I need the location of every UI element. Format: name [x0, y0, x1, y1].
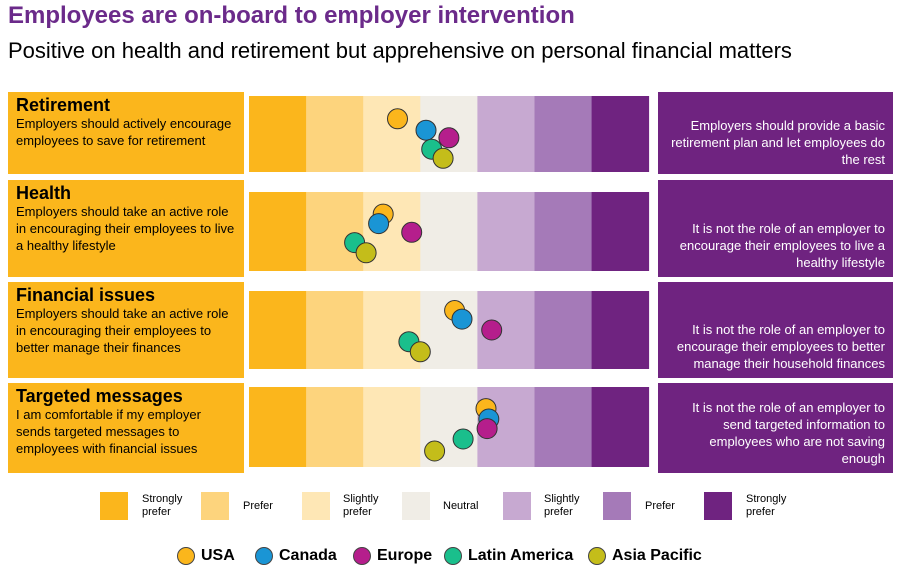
scale-band	[477, 192, 535, 271]
right-statement-text: It is not the role of an employer to enc…	[679, 221, 885, 270]
legend-dot-latin-america	[444, 547, 462, 565]
left-statement-text: Employers should take an active role in …	[16, 204, 235, 253]
legend-swatch-slightly-prefer-right	[503, 492, 531, 520]
legend-dot-canada	[255, 547, 273, 565]
legend-swatch-strongly-prefer-right	[704, 492, 732, 520]
legend-swatch-slightly-prefer-left	[302, 492, 330, 520]
legend-region-asia-pacific: Asia Pacific	[588, 545, 702, 567]
data-point-asia-pacific	[409, 341, 431, 363]
scale-band	[363, 387, 421, 467]
data-point-asia-pacific	[355, 242, 377, 264]
scale-band	[591, 96, 650, 172]
legend-swatch-neutral	[402, 492, 430, 520]
row-heading: Retirement	[16, 95, 111, 115]
scale-band	[534, 192, 592, 271]
legend-label-slightly-prefer-left: Slightly prefer	[343, 493, 379, 518]
right-statement-text: It is not the role of an employer to sen…	[692, 400, 885, 466]
scale-band	[249, 192, 307, 271]
data-point-europe	[476, 418, 498, 440]
data-point-europe	[438, 127, 460, 149]
legend-swatch-prefer-right	[603, 492, 631, 520]
legend-dot-usa	[177, 547, 195, 565]
data-point-usa	[387, 108, 408, 130]
legend-label-slightly-prefer-right: Slightly prefer	[544, 493, 580, 518]
legend-region-latin-america: Latin America	[444, 545, 573, 567]
scale-band	[306, 291, 364, 369]
chart-title: Employees are on-board to employer inter…	[8, 2, 575, 29]
data-point-asia-pacific	[432, 147, 454, 169]
scale-band	[591, 192, 650, 271]
legend-dot-asia-pacific	[588, 547, 606, 565]
left-statement-health: Health Employers should take an active r…	[8, 180, 244, 277]
row-heading: Health	[16, 183, 72, 203]
right-statement-targeted-messages: It is not the role of an employer to sen…	[658, 383, 893, 473]
scale-band	[534, 96, 592, 172]
data-point-canada	[368, 213, 390, 235]
left-statement-targeted-messages: Targeted messages I am comfortable if my…	[8, 383, 244, 473]
data-point-canada	[451, 308, 473, 330]
scale-band	[363, 96, 421, 172]
scale-band	[306, 192, 364, 271]
scale-band	[306, 96, 364, 172]
legend-label-prefer-left: Prefer	[243, 500, 273, 512]
data-point-asia-pacific	[424, 440, 446, 462]
scale-band	[249, 96, 307, 172]
scale-band	[477, 96, 535, 172]
legend-label-strongly-prefer-left: Strongly prefer	[142, 493, 183, 518]
left-statement-financial-issues: Financial issues Employers should take a…	[8, 282, 244, 378]
scale-band	[306, 387, 364, 467]
scale-band	[534, 387, 592, 467]
row-heading: Financial issues	[16, 285, 156, 305]
left-statement-text: Employers should take an active role in …	[16, 306, 229, 355]
data-point-europe	[481, 319, 503, 341]
scale-band	[249, 291, 307, 369]
right-statement-text: Employers should provide a basic retirem…	[671, 118, 885, 167]
scale-band	[534, 291, 592, 369]
right-statement-retirement: Employers should provide a basic retirem…	[658, 92, 893, 174]
legend-region-canada: Canada	[255, 545, 337, 567]
legend-swatch-prefer-left	[201, 492, 229, 520]
data-point-canada	[415, 119, 437, 141]
right-statement-financial-issues: It is not the role of an employer to enc…	[658, 282, 893, 378]
legend-dot-europe	[353, 547, 371, 565]
legend-region-usa: USA	[177, 545, 235, 567]
left-statement-text: Employers should actively encourage empl…	[16, 116, 232, 148]
scale-band	[591, 291, 650, 369]
row-heading: Targeted messages	[16, 386, 183, 406]
right-statement-health: It is not the role of an employer to enc…	[658, 180, 893, 277]
right-statement-text: It is not the role of an employer to enc…	[676, 322, 885, 371]
scale-band	[591, 387, 650, 467]
legend-label-neutral: Neutral	[443, 500, 479, 512]
legend-region-europe: Europe	[353, 545, 432, 567]
legend-label-strongly-prefer-right: Strongly prefer	[746, 493, 787, 518]
legend-swatch-strongly-prefer-left	[100, 492, 128, 520]
legend-label-prefer-right: Prefer	[645, 500, 675, 512]
scale-band	[420, 192, 478, 271]
scale-band	[249, 387, 307, 467]
data-point-latin-america	[452, 428, 474, 450]
left-statement-text: I am comfortable if my employer sends ta…	[16, 407, 201, 456]
data-point-europe	[401, 221, 423, 243]
chart-subtitle: Positive on health and retirement but ap…	[8, 38, 792, 63]
left-statement-retirement: Retirement Employers should actively enc…	[8, 92, 244, 174]
